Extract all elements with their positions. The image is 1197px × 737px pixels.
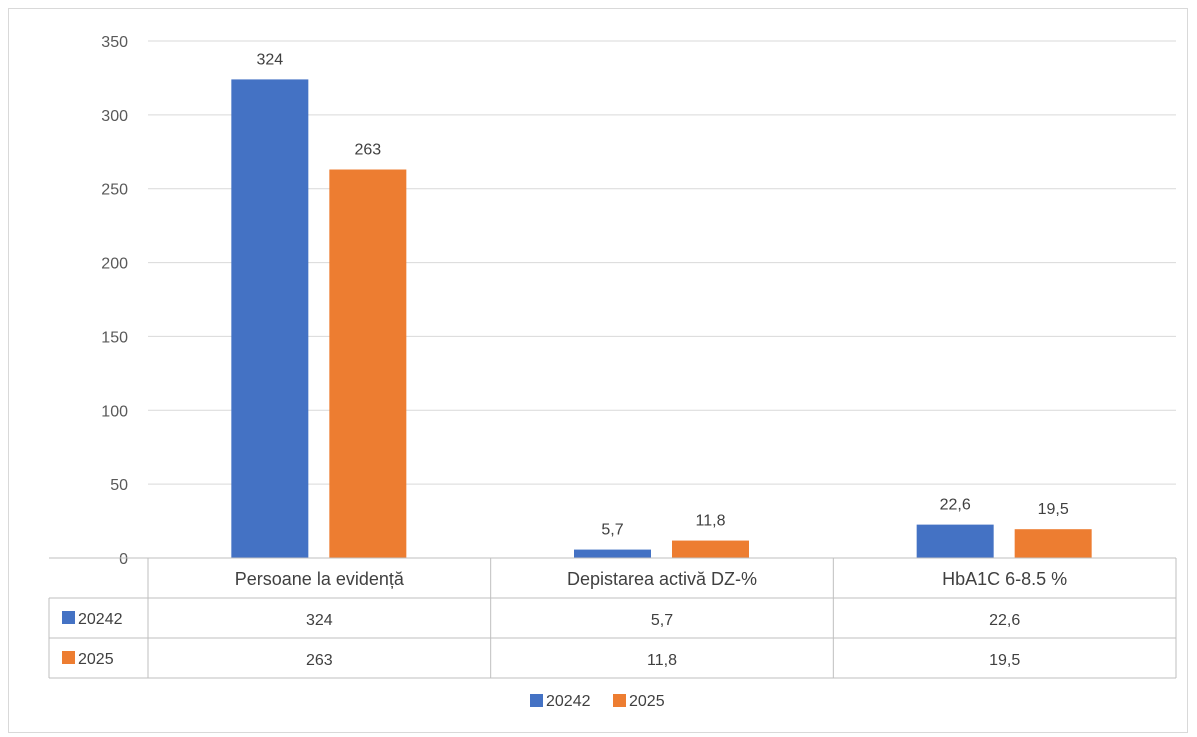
legend-label: 2025 <box>629 693 665 710</box>
category-label: HbA1C 6-8.5 % <box>942 569 1067 589</box>
data-label: 19,5 <box>1038 501 1069 518</box>
table-cell: 263 <box>306 652 333 669</box>
y-tick-label: 0 <box>119 551 128 568</box>
table-legend-key <box>62 651 75 664</box>
legend-label: 20242 <box>546 693 591 710</box>
bar <box>1014 529 1092 558</box>
table-legend-key <box>62 611 75 624</box>
data-label: 263 <box>354 142 381 159</box>
y-tick-label: 300 <box>101 108 128 125</box>
table-cell: 11,8 <box>647 652 677 669</box>
table-cell: 19,5 <box>989 652 1020 669</box>
y-tick-label: 250 <box>101 182 128 199</box>
data-label: 5,7 <box>601 522 623 539</box>
legend-key <box>613 694 626 707</box>
y-tick-label: 350 <box>101 34 128 51</box>
y-tick-label: 150 <box>101 329 128 346</box>
table-cell: 5,7 <box>651 612 673 629</box>
table-series-name: 20242 <box>78 611 123 628</box>
bar <box>672 540 749 558</box>
table-cell: 324 <box>306 612 333 629</box>
data-label: 22,6 <box>940 497 971 514</box>
y-tick-label: 200 <box>101 256 128 273</box>
category-label: Depistarea activă DZ-% <box>567 569 757 589</box>
table-series-name: 2025 <box>78 651 114 668</box>
bar <box>231 79 309 559</box>
legend-key <box>530 694 543 707</box>
data-label: 324 <box>256 51 283 68</box>
data-label: 11,8 <box>696 513 726 530</box>
bar <box>329 169 407 559</box>
table-cell: 22,6 <box>989 612 1020 629</box>
category-label: Persoane la evidență <box>235 569 405 589</box>
y-tick-label: 50 <box>110 477 128 494</box>
bar <box>574 549 651 558</box>
bar <box>916 524 994 558</box>
y-tick-label: 100 <box>101 403 128 420</box>
chart-frame <box>8 8 1188 733</box>
